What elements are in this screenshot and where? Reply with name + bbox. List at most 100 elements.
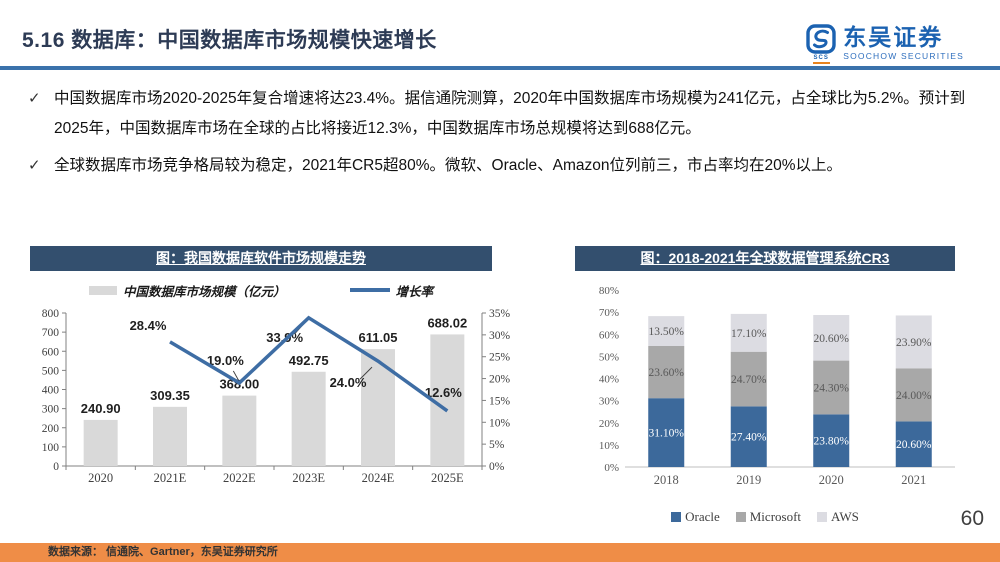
logo-icon-column: SCS: [806, 24, 836, 64]
microsoft-segment-2020: [813, 360, 850, 415]
chart-title: 图：2018-2021年全球数据管理系统CR3: [640, 250, 890, 266]
growth-value-label: 12.6%: [425, 385, 462, 400]
bar-value-label: 240.90: [81, 401, 121, 416]
growth-value-label: 24.0%: [330, 375, 367, 390]
microsoft-segment-2018: [648, 345, 685, 399]
chart-title-bar: 图：2018-2021年全球数据管理系统CR3: [575, 246, 955, 271]
left-tick-label: 0: [53, 461, 59, 473]
stacked-bar-chart: 0% 10% 20% 30% 40% 50% 60% 70% 80% 31.10% 23.60% 13…: [599, 285, 955, 487]
growth-rate-line: [169, 315, 449, 413]
y-tick-label: 40%: [599, 374, 619, 386]
soochow-logo-icon: [806, 24, 836, 54]
left-tick-label: 200: [42, 423, 60, 435]
check-icon: ✓: [28, 157, 41, 174]
microsoft-swatch: [735, 512, 746, 522]
left-tick-label: 400: [42, 385, 60, 397]
microsoft-segment-2019: [730, 351, 767, 407]
soochow-logo: SCS 东吴证券 SOOCHOW SECURITIES: [806, 24, 964, 64]
y-tick-label: 60%: [599, 329, 619, 341]
x-axis-label: 2021E: [154, 471, 187, 485]
bar-2024E: [361, 349, 395, 466]
aws-segment-2021: [895, 315, 932, 369]
oracle-segment-2021: [895, 421, 932, 467]
oracle-segment-2020: [813, 414, 850, 467]
page-number: 60: [960, 507, 984, 530]
segment-value-label: 17.10%: [731, 328, 767, 340]
legend-item-bar: 中国数据库市场规模（亿元）: [88, 281, 286, 300]
chart-legend: Oracle Microsoft AWS: [575, 509, 955, 525]
right-tick-label: 15%: [489, 395, 511, 407]
bullet-list: ✓ 中国数据库市场2020-2025年复合增速将达23.4%。据信通院测算，20…: [28, 84, 988, 181]
left-tick-label: 800: [42, 308, 60, 320]
left-tick-label: 600: [42, 346, 60, 358]
logo-name-cn: 东吴证券: [843, 24, 944, 50]
segment-value-label: 13.50%: [649, 326, 685, 338]
y-tick-label: 20%: [599, 418, 619, 430]
bar-2022E: [222, 395, 257, 466]
segment-value-label: 23.60%: [649, 367, 685, 379]
check-icon: ✓: [28, 90, 41, 107]
right-tick-label: 5%: [489, 439, 505, 451]
label-leader-line: [359, 366, 373, 380]
growth-value-label: 28.4%: [130, 318, 167, 333]
bullet-text: 全球数据库市场竞争格局较为稳定，2021年CR5超80%。微软、Oracle、A…: [54, 157, 843, 174]
growth-value-label: 33.9%: [266, 330, 303, 345]
chart-panel-market-size: 图：我国数据库软件市场规模走势 中国数据库市场规模（亿元） 增长率 0 100 20…: [30, 246, 515, 506]
bullet-item: ✓ 中国数据库市场2020-2025年复合增速将达23.4%。据信通院测算，20…: [28, 84, 988, 144]
right-tick-label: 20%: [489, 374, 511, 386]
segment-value-label: 23.80%: [814, 436, 850, 448]
left-tick-label: 300: [42, 404, 60, 416]
oracle-segment-2019: [730, 406, 767, 467]
legend-item-microsoft: Microsoft: [735, 509, 802, 525]
page-title: 5.16 数据库：中国数据库市场规模快速增长: [22, 29, 437, 52]
legend-label: Microsoft: [749, 509, 802, 524]
x-axis-label: 2021: [901, 473, 926, 487]
x-axis-label: 2020: [88, 471, 113, 485]
left-tick-label: 100: [42, 442, 60, 454]
right-tick-label: 0%: [489, 461, 505, 473]
bullet-item: ✓ 全球数据库市场竞争格局较为稳定，2021年CR5超80%。微软、Oracle…: [28, 151, 988, 181]
x-axis-label: 2025E: [431, 471, 464, 485]
bar-value-label: 492.75: [289, 353, 329, 368]
oracle-segment-2018: [648, 398, 685, 467]
segment-value-label: 31.10%: [649, 428, 685, 440]
x-axis-label: 2023E: [292, 471, 325, 485]
segment-value-label: 20.60%: [896, 439, 932, 451]
aws-segment-2020: [813, 315, 850, 361]
segment-value-label: 23.90%: [896, 337, 932, 349]
y-tick-label: 30%: [599, 396, 619, 408]
aws-segment-2019: [730, 313, 767, 352]
x-axis-label: 2018: [654, 473, 679, 487]
line-swatch: [349, 288, 390, 292]
logo-name-en: SOOCHOW SECURITIES: [843, 51, 964, 61]
logo-abbr: SCS: [812, 55, 830, 64]
aws-segment-2018: [648, 316, 685, 346]
right-tick-label: 35%: [489, 308, 511, 320]
bar-value-label: 688.02: [427, 315, 467, 330]
segment-value-label: 27.40%: [731, 432, 767, 444]
header-divider: [0, 66, 1000, 70]
chart-title: 图：我国数据库软件市场规模走势: [156, 250, 366, 266]
right-tick-label: 25%: [489, 352, 511, 364]
legend-label: AWS: [831, 509, 859, 524]
y-tick-label: 50%: [599, 351, 619, 363]
x-axis-label: 2020: [819, 473, 844, 487]
label-leader-line: [232, 370, 239, 381]
y-tick-label: 0%: [604, 462, 619, 474]
microsoft-segment-2021: [895, 368, 932, 422]
bar-swatch: [88, 285, 117, 295]
legend-item-oracle: Oracle: [671, 509, 720, 525]
legend-label: 中国数据库市场规模（亿元）: [122, 284, 286, 299]
legend-item-aws: AWS: [817, 509, 859, 525]
bar-value-label: 611.05: [358, 330, 397, 345]
bar-2023E: [291, 371, 326, 466]
x-axis-label: 2019: [736, 473, 761, 487]
bar-2021E: [153, 406, 187, 466]
chart-panel-cr3: 图：2018-2021年全球数据管理系统CR3 0% 10% 20% 30% 40% 50…: [575, 246, 960, 525]
right-tick-label: 10%: [489, 417, 511, 429]
left-tick-label: 700: [42, 327, 60, 339]
chart-title-bar: 图：我国数据库软件市场规模走势: [30, 246, 492, 271]
y-tick-label: 10%: [599, 440, 619, 452]
legend-label: Oracle: [685, 509, 720, 524]
